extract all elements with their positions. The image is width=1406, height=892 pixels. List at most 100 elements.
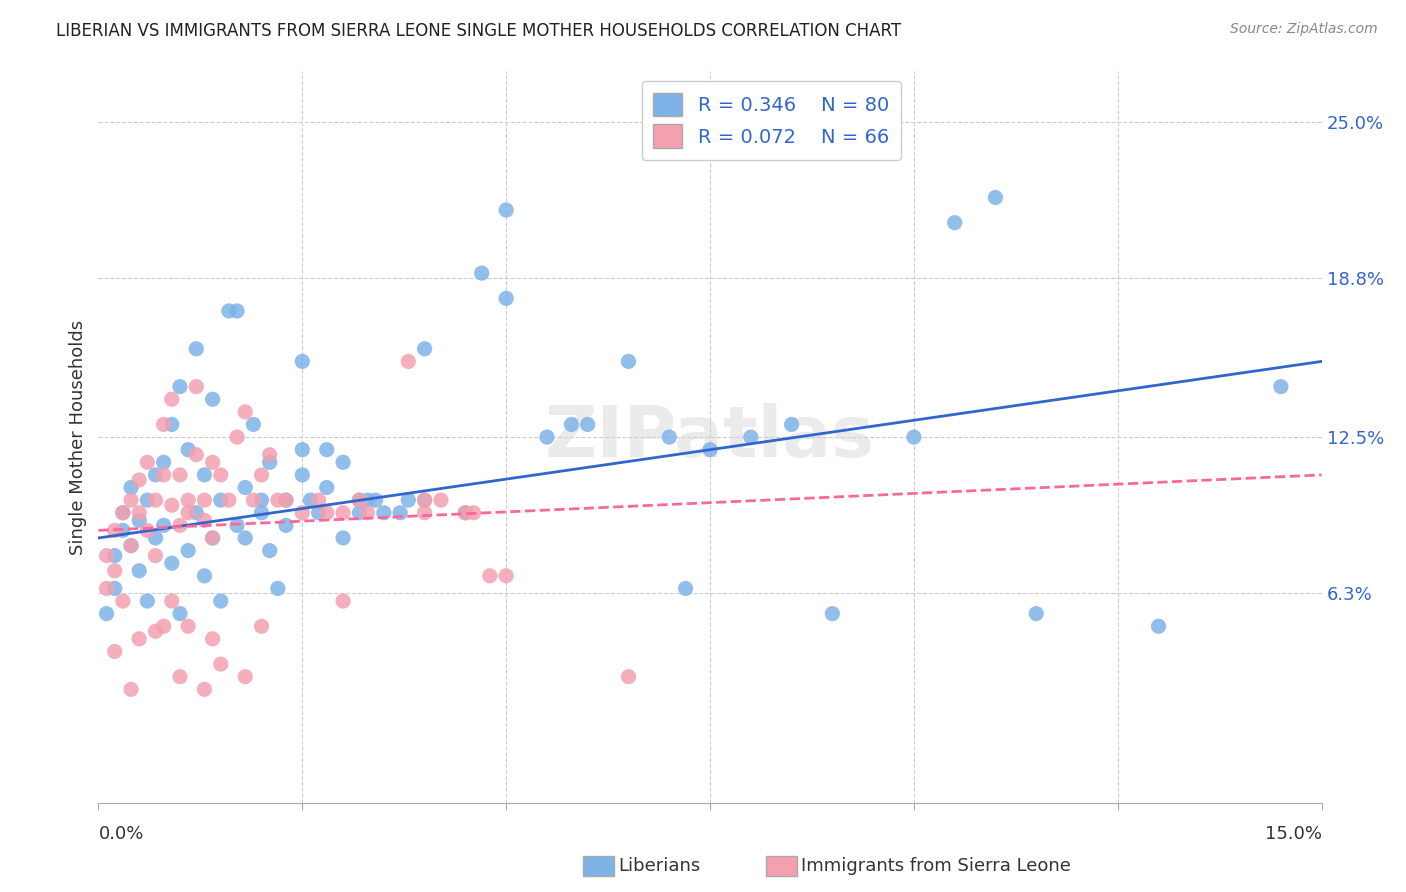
Point (454, 506, 477, 520)
Point (267, 493, 290, 508)
Point (201, 531, 224, 545)
Point (356, 493, 378, 508)
Point (136, 594, 159, 608)
Point (96, 549, 118, 563)
Text: LIBERIAN VS IMMIGRANTS FROM SIERRA LEONE SINGLE MOTHER HOUSEHOLDS CORRELATION CH: LIBERIAN VS IMMIGRANTS FROM SIERRA LEONE… (56, 22, 901, 40)
Point (332, 506, 354, 520)
Point (226, 304, 249, 318)
Point (120, 539, 142, 553)
Point (291, 442, 314, 457)
Point (332, 531, 354, 545)
Point (454, 506, 477, 520)
Point (177, 442, 200, 457)
Point (242, 417, 264, 432)
Text: ZIPatlas: ZIPatlas (546, 402, 875, 472)
Point (226, 430, 249, 444)
Point (160, 556, 183, 570)
Point (576, 417, 599, 432)
Point (209, 467, 232, 482)
Point (104, 582, 127, 596)
Point (259, 448, 281, 462)
Point (177, 619, 200, 633)
Point (233, 405, 256, 419)
Point (356, 506, 378, 520)
Point (332, 594, 354, 608)
Point (201, 531, 224, 545)
Point (291, 467, 314, 482)
Point (413, 506, 436, 520)
Point (104, 564, 127, 578)
Point (111, 524, 134, 538)
Point (169, 607, 191, 621)
Point (903, 430, 925, 444)
Point (233, 481, 256, 495)
Y-axis label: Single Mother Households: Single Mother Households (69, 319, 87, 555)
Point (169, 518, 191, 533)
Point (128, 564, 150, 578)
Point (145, 531, 167, 545)
Point (120, 493, 142, 508)
Point (259, 543, 281, 558)
Point (152, 467, 174, 482)
Point (209, 657, 232, 671)
Point (250, 493, 273, 508)
Point (332, 455, 354, 469)
Point (430, 493, 453, 508)
Point (193, 513, 215, 527)
Point (315, 506, 337, 520)
Point (177, 506, 200, 520)
Point (111, 506, 134, 520)
Point (120, 539, 142, 553)
Point (233, 670, 256, 684)
Point (193, 467, 215, 482)
Point (943, 216, 966, 230)
Point (349, 493, 371, 508)
Point (201, 392, 224, 407)
Point (675, 582, 697, 596)
Point (145, 493, 167, 508)
Point (233, 531, 256, 545)
Point (186, 342, 208, 356)
Point (120, 682, 142, 697)
Point (250, 467, 273, 482)
Point (740, 430, 762, 444)
Point (373, 506, 395, 520)
Point (111, 506, 134, 520)
Point (96, 607, 118, 621)
Point (267, 582, 290, 596)
Point (1025, 607, 1047, 621)
Point (396, 493, 419, 508)
Point (617, 670, 640, 684)
Point (250, 619, 273, 633)
Point (209, 594, 232, 608)
Text: 15.0%: 15.0% (1264, 825, 1322, 843)
Point (104, 549, 127, 563)
Point (169, 379, 191, 393)
Point (274, 493, 297, 508)
Point (152, 455, 174, 469)
Point (136, 493, 159, 508)
Point (226, 518, 249, 533)
Point (308, 506, 330, 520)
Point (193, 569, 215, 583)
Point (160, 594, 183, 608)
Point (136, 455, 159, 469)
Point (495, 291, 517, 305)
Text: 0.0%: 0.0% (98, 825, 143, 843)
Point (193, 493, 215, 508)
Point (364, 493, 387, 508)
Point (160, 392, 183, 407)
Text: Source: ZipAtlas.com: Source: ZipAtlas.com (1230, 22, 1378, 37)
Point (128, 632, 150, 646)
Point (308, 493, 330, 508)
Point (780, 417, 803, 432)
Point (315, 481, 337, 495)
Point (984, 190, 1007, 204)
Point (274, 493, 297, 508)
Point (152, 619, 174, 633)
Point (120, 481, 142, 495)
Point (536, 430, 558, 444)
Point (177, 543, 200, 558)
Point (1270, 379, 1292, 393)
Point (111, 594, 134, 608)
